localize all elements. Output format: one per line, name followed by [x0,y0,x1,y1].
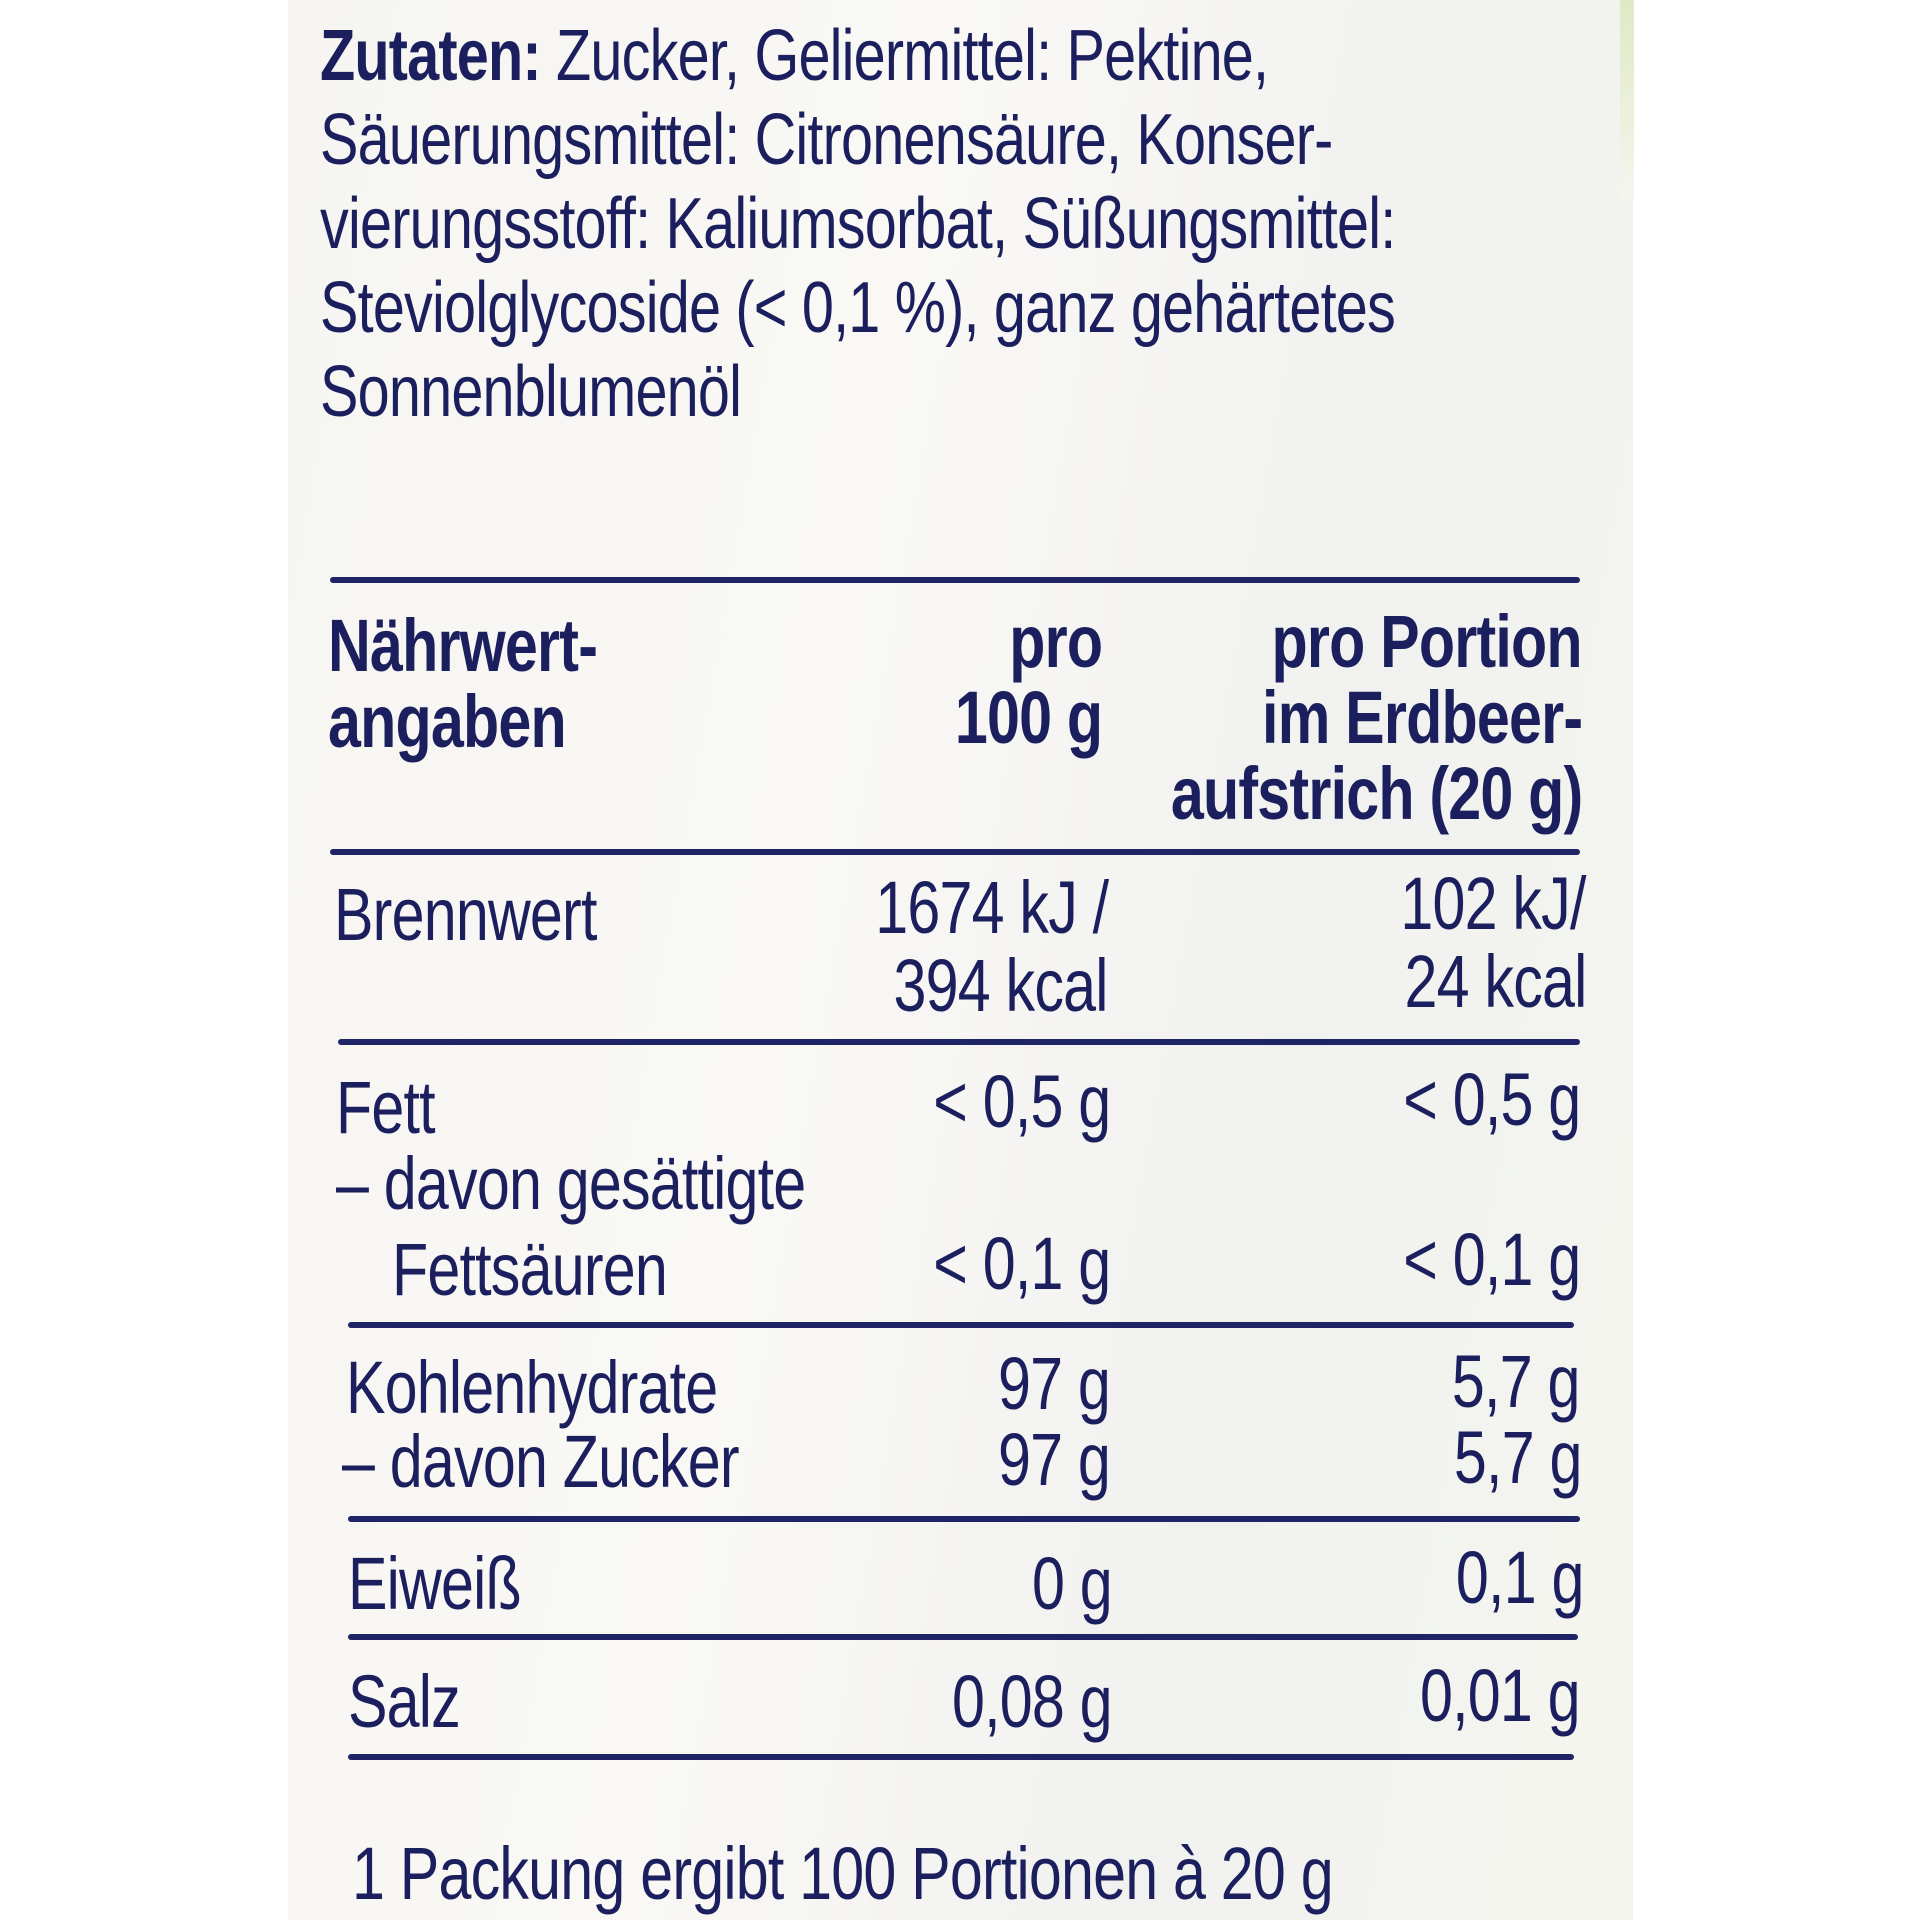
ingredients-label: Zutaten: [320,16,542,96]
ingredients-line: Zutaten: Zucker, Geliermittel: Pektine, [320,16,1269,96]
header-nutrition: Nährwert- [328,604,598,687]
header-portion: im Erdbeer- [1261,676,1583,759]
row-label-fett: Fett [336,1066,436,1149]
row-label-brennwert: Brennwert [334,873,597,956]
table-rule [348,1516,1580,1522]
ingredients-line: Säuerungsmittel: Citronensäure, Konser- [320,100,1333,180]
row-label-kohlenhydrate: Kohlenhydrate [346,1346,718,1429]
value-eiweiss-portion: 0,1 g [1456,1536,1584,1619]
table-bottom-rule [348,1754,1574,1760]
table-top-rule [330,577,1580,583]
row-label-gesaettigte: Fettsäuren [392,1228,668,1311]
ingredients-line: vierungsstoff: Kaliumsorbat, Süßungsmitt… [320,184,1396,264]
table-rule [348,1634,1578,1640]
value-eiweiss-per100: 0 g [1032,1542,1113,1625]
value-gesaettigte-per100: < 0,1 g [932,1222,1111,1305]
value-zucker-per100: 97 g [997,1418,1111,1501]
value-brennwert-per100: 394 kcal [893,944,1109,1027]
portion-footnote: 1 Packung ergibt 100 Portionen à 20 g [352,1832,1334,1915]
value-kohlenhydrate-per100: 97 g [997,1342,1111,1425]
value-brennwert-portion: 102 kJ/ [1400,862,1587,945]
table-rule [348,1322,1574,1328]
row-label-gesaettigte: – davon gesättigte [336,1142,806,1225]
ingredients-line: Steviolglycoside (< 0,1 %), ganz gehärte… [320,268,1396,348]
value-fett-portion: < 0,5 g [1402,1058,1581,1141]
value-brennwert-per100: 1674 kJ / [874,866,1109,949]
header-per100: 100 g [954,676,1103,759]
table-rule [338,1039,1580,1045]
value-salz-per100: 0,08 g [952,1660,1113,1743]
row-label-eiweiss: Eiweiß [348,1542,522,1625]
value-brennwert-portion: 24 kcal [1404,940,1587,1023]
ingredients-block: Zutaten: Zucker, Geliermittel: Pektine, … [320,14,1664,434]
row-label-zucker: – davon Zucker [342,1420,740,1503]
row-label-salz: Salz [348,1660,461,1743]
value-fett-per100: < 0,5 g [932,1060,1111,1143]
label-background [288,0,1633,1920]
ingredients-line: Sonnenblumenöl [320,352,742,432]
value-zucker-portion: 5,7 g [1454,1416,1582,1499]
header-portion: pro Portion [1271,600,1583,683]
value-kohlenhydrate-portion: 5,7 g [1452,1340,1580,1423]
value-salz-portion: 0,01 g [1420,1654,1581,1737]
table-rule [330,849,1580,855]
header-portion: aufstrich (20 g) [1170,752,1582,835]
value-gesaettigte-portion: < 0,1 g [1402,1218,1581,1301]
header-nutrition: angaben [328,680,567,763]
package-edge [1620,0,1634,200]
header-per100: pro [1009,600,1103,683]
